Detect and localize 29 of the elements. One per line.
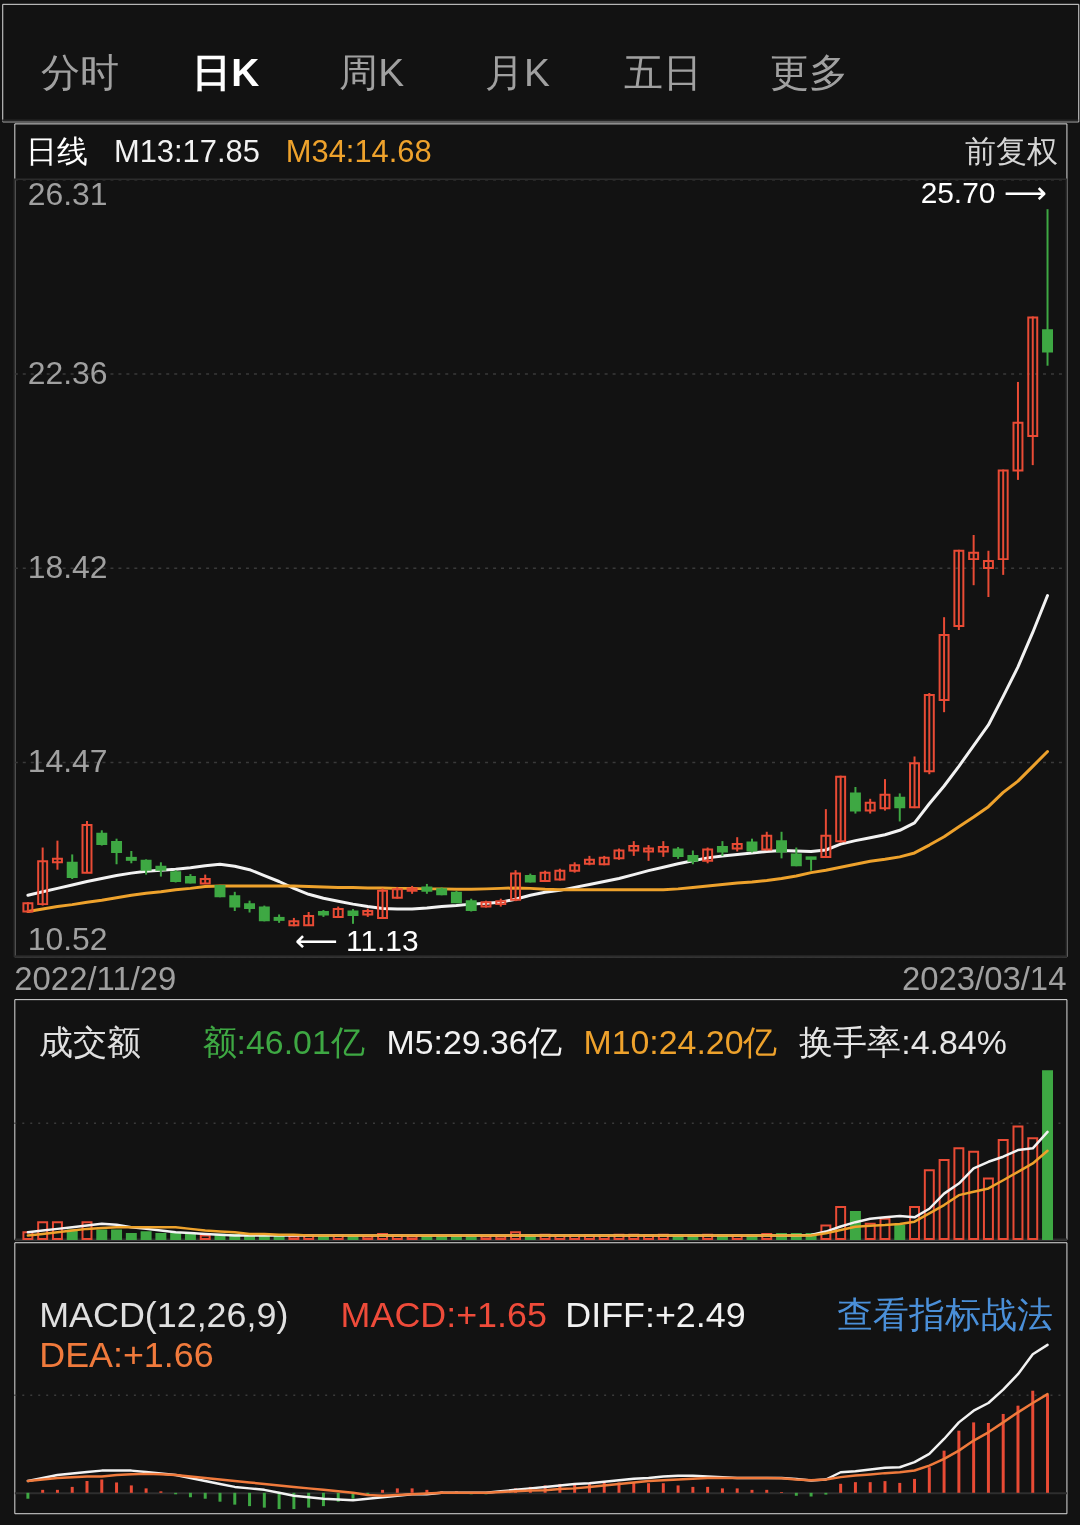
- text: 月K: [485, 50, 551, 94]
- legend-title: MACD(12,26,9): [39, 1294, 289, 1335]
- text: 换手率:4.84%: [799, 1022, 1007, 1061]
- text: 五日: [624, 50, 703, 94]
- text: 分时: [40, 50, 119, 94]
- text: M10:24.20亿: [583, 1022, 778, 1061]
- text: 查看指标战法: [837, 1294, 1054, 1335]
- text: 2022/11/29: [14, 960, 177, 998]
- y-tick-label: 10.52: [27, 920, 108, 957]
- text: M34:14.68: [285, 134, 432, 170]
- text: DEA:+1.66: [39, 1334, 214, 1375]
- y-tick-label: 18.42: [27, 548, 108, 585]
- text: 前复权: [965, 134, 1059, 170]
- text: 2023/03/14: [901, 960, 1067, 998]
- legend-title: 日线: [26, 134, 89, 170]
- annotation: 25.70 ⟶: [920, 176, 1047, 210]
- y-tick-label: 14.47: [27, 743, 108, 780]
- text: 更多: [770, 50, 849, 94]
- text: M5:29.36亿: [386, 1022, 562, 1061]
- text: 额:46.01亿: [202, 1022, 365, 1061]
- legend-title: 成交额: [39, 1022, 142, 1061]
- text: MACD:+1.65: [340, 1294, 547, 1335]
- text: DIFF:+2.49: [565, 1294, 746, 1335]
- y-tick-label: 26.31: [27, 175, 108, 212]
- text: 周K: [339, 50, 405, 94]
- y-tick-label: 22.36: [27, 355, 108, 392]
- annotation: ⟵ 11.13: [294, 924, 419, 958]
- text: 日K: [192, 50, 260, 94]
- text: M13:17.85: [113, 134, 260, 170]
